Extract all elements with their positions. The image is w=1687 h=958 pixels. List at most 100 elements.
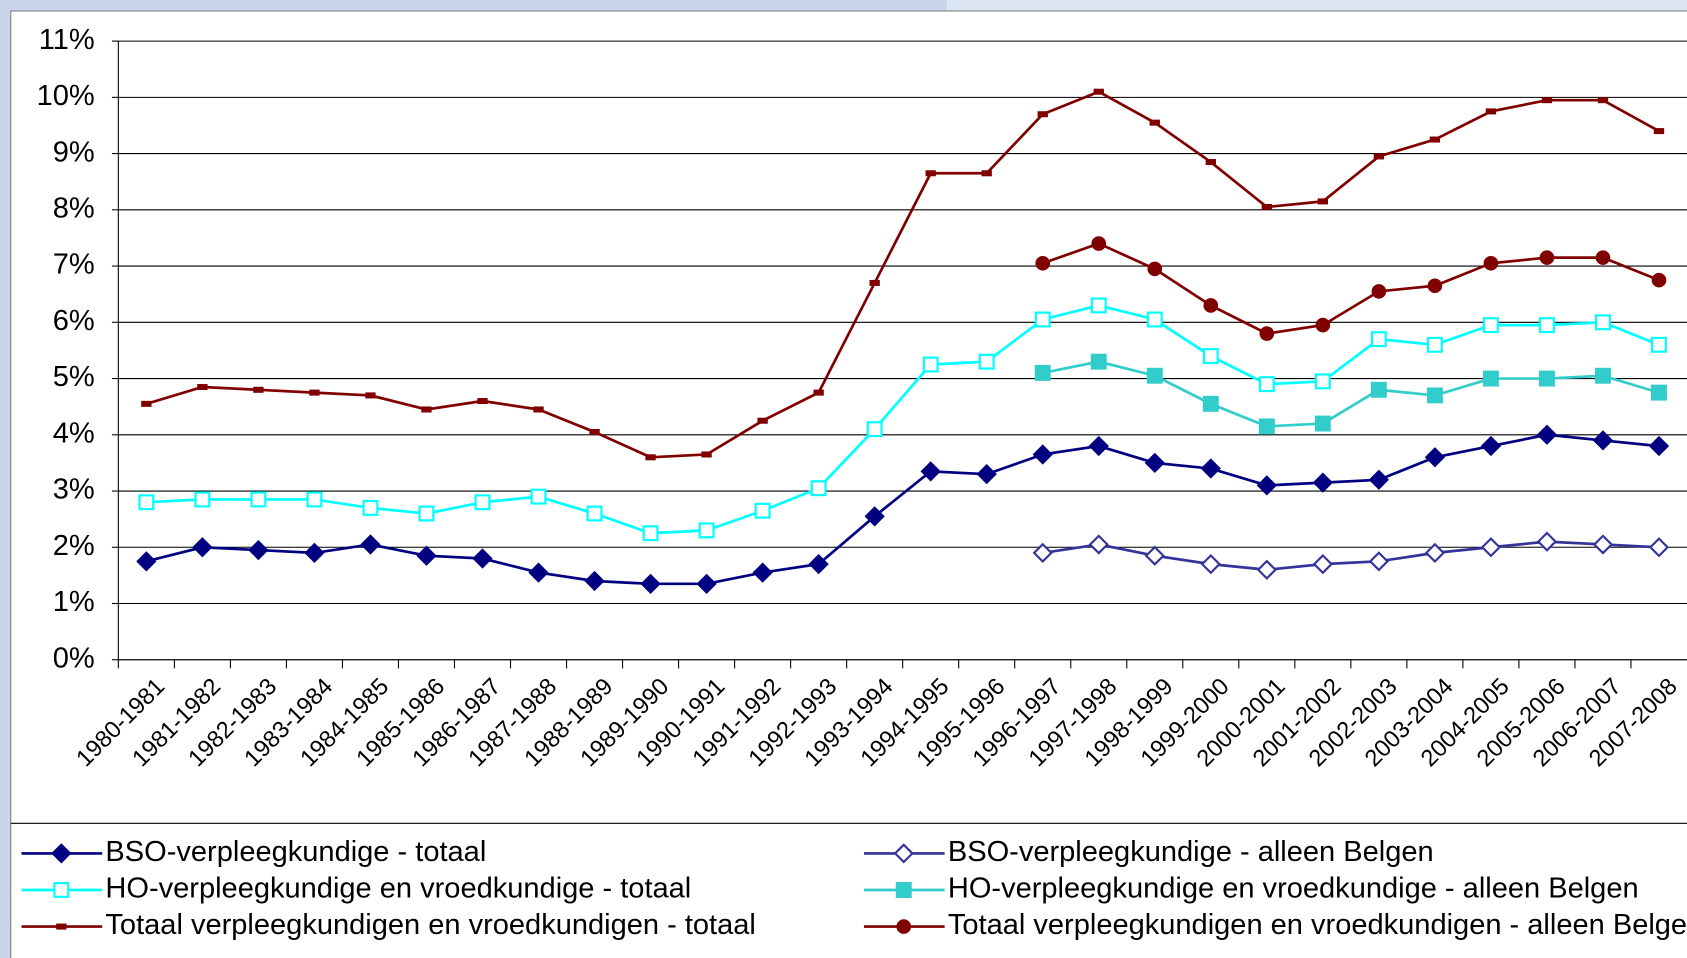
series-line	[146, 304, 1660, 535]
legend-label: Totaal verpleegkundigen en vroedkundigen…	[948, 909, 1687, 941]
marker	[1088, 435, 1109, 457]
marker	[192, 537, 213, 558]
marker	[866, 421, 883, 438]
marker	[1037, 111, 1048, 118]
marker	[194, 491, 211, 508]
marker	[1371, 284, 1387, 299]
marker	[1202, 395, 1219, 412]
marker	[1261, 204, 1272, 211]
marker	[53, 882, 70, 898]
marker	[896, 919, 912, 934]
marker	[304, 542, 325, 564]
legend-label: HO-verpleegkundige en vroedkundige - all…	[948, 873, 1639, 905]
marker	[1651, 336, 1667, 353]
marker	[309, 389, 320, 396]
marker	[530, 488, 547, 505]
y-tick-label: 4%	[53, 417, 95, 449]
marker	[1202, 348, 1219, 365]
marker	[1314, 373, 1331, 390]
marker	[586, 505, 603, 522]
marker	[696, 573, 717, 594]
marker	[197, 383, 208, 390]
y-tick-label: 9%	[53, 136, 95, 168]
marker	[141, 400, 152, 407]
marker	[1034, 364, 1051, 381]
marker	[1146, 367, 1163, 384]
marker	[1147, 261, 1163, 277]
marker	[1485, 108, 1497, 115]
top-strip	[946, 0, 1687, 11]
y-tick-label: 10%	[37, 80, 95, 112]
marker	[1200, 458, 1221, 479]
marker	[1256, 559, 1277, 580]
marker	[533, 406, 544, 413]
marker	[1258, 376, 1275, 393]
marker	[1595, 367, 1611, 384]
marker	[362, 499, 379, 516]
marker	[1539, 250, 1555, 265]
marker	[1536, 424, 1558, 445]
marker	[1088, 534, 1109, 555]
marker	[248, 539, 269, 561]
marker	[1258, 418, 1275, 435]
marker	[1200, 554, 1221, 575]
marker	[418, 505, 435, 522]
marker	[1259, 326, 1275, 341]
marker	[1370, 381, 1387, 398]
marker	[1256, 475, 1277, 496]
y-tick-label: 0%	[53, 642, 95, 674]
series-line	[145, 90, 1660, 459]
marker	[1035, 255, 1051, 271]
marker	[1368, 469, 1390, 490]
marker	[754, 502, 771, 519]
marker	[528, 562, 549, 583]
marker	[1205, 159, 1216, 166]
legend-label: Totaal verpleegkundigen en vroedkundigen…	[105, 909, 755, 941]
marker	[1370, 331, 1387, 348]
marker	[1480, 537, 1502, 558]
marker	[1312, 472, 1333, 493]
marker	[421, 406, 432, 413]
marker	[1144, 452, 1165, 474]
marker	[1427, 278, 1443, 294]
marker	[1429, 136, 1441, 143]
marker	[472, 548, 493, 569]
chart-area	[10, 10, 1687, 958]
marker	[895, 882, 912, 898]
marker	[138, 494, 155, 511]
marker	[1480, 435, 1502, 457]
marker	[925, 170, 936, 177]
marker	[1032, 444, 1053, 465]
y-tick-label: 8%	[53, 193, 95, 225]
marker	[920, 461, 941, 482]
marker	[1653, 128, 1665, 135]
marker	[1651, 272, 1667, 288]
marker	[1149, 119, 1160, 126]
marker	[1368, 551, 1390, 572]
marker	[1482, 317, 1499, 334]
marker	[416, 545, 437, 566]
marker	[1482, 370, 1499, 387]
marker	[1203, 298, 1219, 313]
marker	[922, 356, 939, 373]
marker	[1426, 336, 1443, 353]
marker	[1595, 314, 1611, 331]
marker	[698, 522, 715, 539]
marker	[1651, 384, 1667, 401]
marker	[978, 353, 995, 370]
marker	[1090, 353, 1107, 370]
marker	[1032, 542, 1053, 564]
marker	[1538, 317, 1555, 334]
marker	[1648, 435, 1670, 457]
marker	[1315, 317, 1331, 333]
series-line	[1042, 242, 1660, 335]
y-tick-label: 3%	[53, 474, 95, 506]
marker	[893, 843, 914, 864]
marker	[1146, 311, 1163, 328]
marker	[1648, 537, 1670, 558]
marker	[1536, 531, 1558, 552]
marker	[306, 491, 323, 508]
marker	[1093, 88, 1104, 95]
legend-label: HO-verpleegkundige en vroedkundige - tot…	[105, 873, 691, 905]
